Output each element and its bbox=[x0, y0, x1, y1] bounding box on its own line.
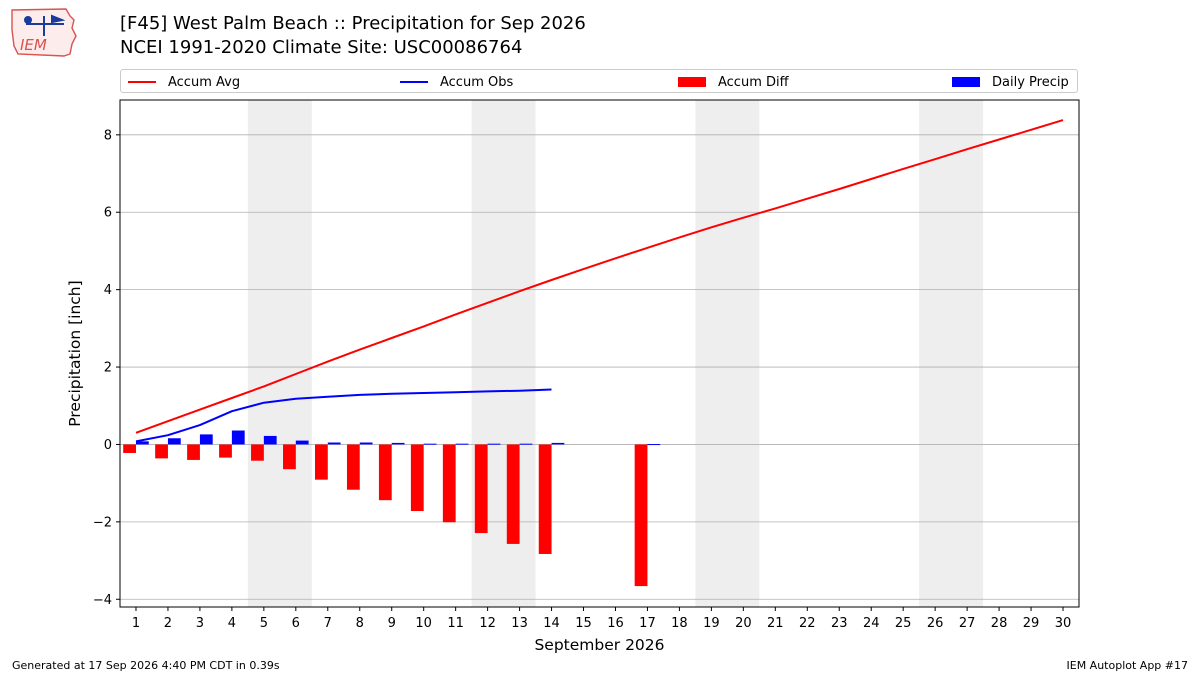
weekend-shade-1 bbox=[247, 100, 312, 607]
legend-item-daily-precip: Daily Precip bbox=[952, 70, 1069, 94]
daily-precip-bar bbox=[519, 443, 533, 445]
legend-swatch-accum-obs bbox=[400, 81, 428, 83]
legend-item-accum-diff: Accum Diff bbox=[678, 70, 789, 94]
accum-diff-bar bbox=[123, 444, 136, 453]
accum-diff-bar bbox=[251, 444, 264, 461]
accum-diff-bar bbox=[346, 444, 360, 490]
x-tick-label: 20 bbox=[735, 616, 752, 631]
daily-precip-bar bbox=[167, 438, 181, 445]
accum-diff-bar bbox=[314, 444, 328, 480]
accum-diff-bar bbox=[219, 444, 232, 458]
legend-label-accum-obs: Accum Obs bbox=[440, 74, 514, 90]
x-tick-label: 19 bbox=[703, 616, 720, 631]
x-tick-label: 6 bbox=[292, 616, 300, 631]
x-tick-label: 1 bbox=[132, 616, 140, 631]
accum-diff-bar bbox=[634, 444, 648, 587]
weather-station-icon bbox=[24, 14, 66, 36]
iem-logo: IEM bbox=[11, 8, 77, 57]
x-tick-label: 2 bbox=[164, 616, 172, 631]
x-tick-label: 16 bbox=[607, 616, 624, 631]
y-axis-label: Precipitation [inch] bbox=[66, 280, 84, 426]
accum-diff-bar bbox=[474, 444, 488, 534]
legend-swatch-daily-precip bbox=[952, 77, 980, 87]
daily-precip-bar bbox=[327, 442, 341, 445]
legend-label-accum-diff: Accum Diff bbox=[718, 74, 789, 90]
footer-generated: Generated at 17 Sep 2026 4:40 PM CDT in … bbox=[12, 659, 280, 672]
legend-label-daily-precip: Daily Precip bbox=[992, 74, 1069, 90]
weekend-shade-3 bbox=[695, 100, 760, 607]
legend-swatch-accum-diff bbox=[678, 77, 706, 87]
legend-item-accum-obs: Accum Obs bbox=[400, 70, 513, 94]
accum-obs-line bbox=[135, 388, 552, 443]
x-tick-label: 7 bbox=[324, 616, 332, 631]
x-tick-label: 28 bbox=[991, 616, 1008, 631]
x-tick-label: 3 bbox=[196, 616, 204, 631]
y-tick-label: 2 bbox=[104, 361, 112, 376]
x-tick-label: 4 bbox=[228, 616, 236, 631]
logo-text: IEM bbox=[20, 36, 47, 54]
legend-label-accum-avg: Accum Avg bbox=[168, 74, 241, 90]
footer-app: IEM Autoplot App #17 bbox=[1066, 659, 1189, 672]
legend-item-accum-avg: Accum Avg bbox=[128, 70, 240, 94]
x-tick-label: 23 bbox=[831, 616, 848, 631]
x-tick-label: 9 bbox=[388, 616, 396, 631]
daily-precip-bar bbox=[295, 440, 309, 445]
daily-precip-bar bbox=[647, 444, 661, 446]
accum-diff-bar bbox=[155, 444, 168, 459]
weekend-shade-4 bbox=[919, 100, 984, 607]
x-tick-label: 24 bbox=[863, 616, 880, 631]
x-axis-label: September 2026 bbox=[534, 636, 664, 654]
daily-precip-bar bbox=[263, 435, 277, 445]
accum-diff-bar bbox=[506, 444, 520, 544]
x-tick-label: 5 bbox=[260, 616, 268, 631]
y-tick-label: 4 bbox=[104, 283, 112, 298]
x-tick-label: 11 bbox=[447, 616, 464, 631]
x-tick-label: 14 bbox=[543, 616, 560, 631]
accum-avg-line bbox=[135, 119, 1064, 434]
daily-precip-bar bbox=[359, 442, 373, 445]
y-tick-label: −2 bbox=[93, 515, 112, 530]
legend-swatch-accum-avg bbox=[128, 81, 156, 83]
x-tick-label: 8 bbox=[356, 616, 364, 631]
chart-subtitle: NCEI 1991-2020 Climate Site: USC00086764 bbox=[120, 37, 523, 58]
x-tick-label: 15 bbox=[575, 616, 592, 631]
x-tick-label: 30 bbox=[1055, 616, 1072, 631]
plot-frame bbox=[119, 99, 1080, 608]
chart-title: [F45] West Palm Beach :: Precipitation f… bbox=[120, 13, 586, 34]
x-tick-label: 12 bbox=[479, 616, 496, 631]
accum-diff-bar bbox=[187, 444, 200, 460]
legend: Accum Avg Accum Obs Accum Diff Daily Pre… bbox=[120, 69, 1078, 93]
daily-precip-bar bbox=[423, 443, 437, 445]
daily-precip-bar bbox=[199, 434, 213, 445]
x-tick-label: 26 bbox=[927, 616, 944, 631]
accum-diff-bar bbox=[283, 444, 296, 470]
x-tick-label: 21 bbox=[767, 616, 784, 631]
accum-diff-bar bbox=[442, 444, 456, 523]
x-tick-label: 27 bbox=[959, 616, 976, 631]
x-tick-label: 29 bbox=[1023, 616, 1040, 631]
y-tick-label: −4 bbox=[93, 593, 112, 608]
y-tick-label: 8 bbox=[104, 128, 112, 143]
daily-precip-bar bbox=[135, 441, 149, 445]
daily-precip-bar bbox=[487, 443, 501, 445]
daily-precip-bar bbox=[455, 443, 469, 445]
x-tick-label: 10 bbox=[415, 616, 432, 631]
y-tick-label: 6 bbox=[104, 206, 112, 221]
accum-diff-bar bbox=[410, 444, 424, 512]
daily-precip-bar bbox=[551, 442, 565, 445]
daily-precip-bar bbox=[391, 442, 405, 445]
accum-diff-bar bbox=[538, 444, 552, 554]
x-tick-label: 17 bbox=[639, 616, 656, 631]
x-tick-label: 13 bbox=[511, 616, 528, 631]
x-tick-label: 25 bbox=[895, 616, 912, 631]
y-tick-label: 0 bbox=[104, 438, 112, 453]
x-tick-label: 18 bbox=[671, 616, 688, 631]
accum-diff-bar bbox=[378, 444, 392, 501]
daily-precip-bar bbox=[231, 430, 245, 445]
x-tick-label: 22 bbox=[799, 616, 816, 631]
